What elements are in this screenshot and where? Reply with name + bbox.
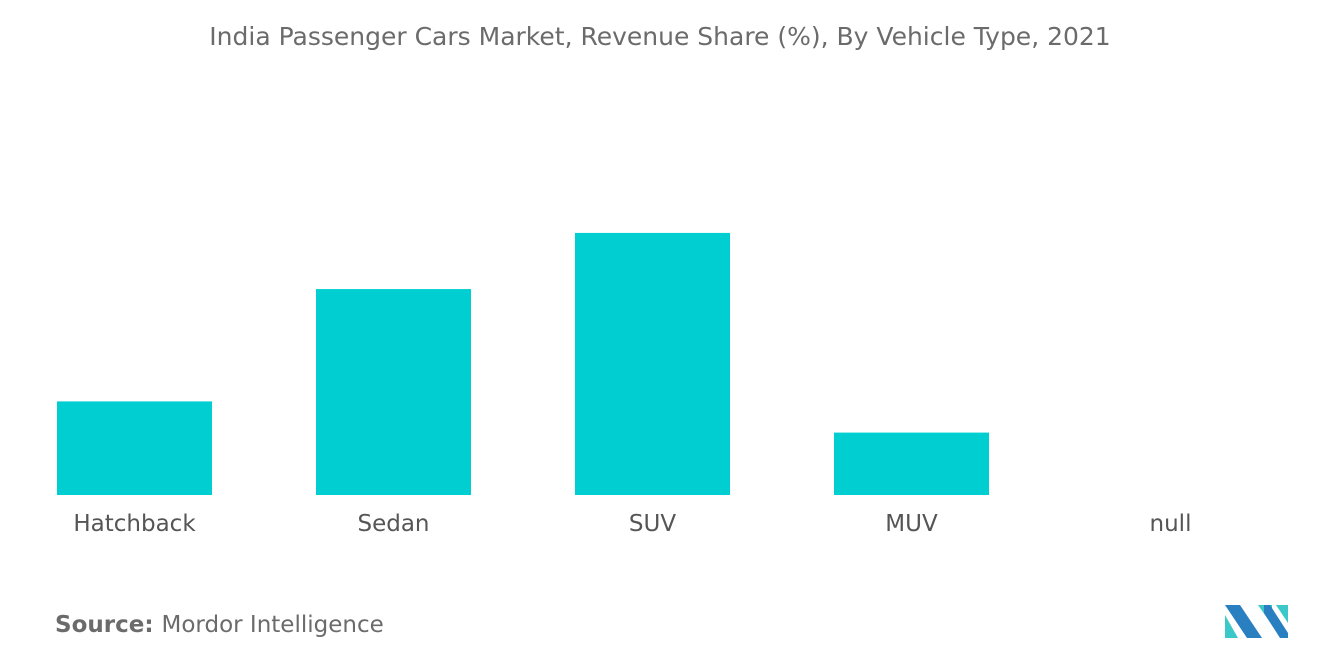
source-text: Mordor Intelligence [161, 612, 384, 638]
source-label: Source: [55, 612, 154, 638]
bar-chart: Hatchback Sedan SUV MUV null [57, 232, 1192, 537]
bar-suv [575, 232, 730, 496]
bar-hatchback [57, 401, 212, 495]
bar-muv [834, 432, 989, 495]
bar-sedan [316, 289, 471, 495]
chart-title: India Passenger Cars Market, Revenue Sha… [209, 22, 1111, 51]
mordor-logo [1225, 605, 1288, 638]
x-tick-label: Hatchback [73, 511, 196, 537]
x-tick-label: null [1150, 511, 1192, 537]
x-tick-label: Sedan [357, 511, 429, 537]
source-note: Source: Mordor Intelligence [55, 612, 384, 638]
x-tick-label: MUV [885, 511, 938, 537]
x-tick-label: SUV [629, 511, 676, 537]
